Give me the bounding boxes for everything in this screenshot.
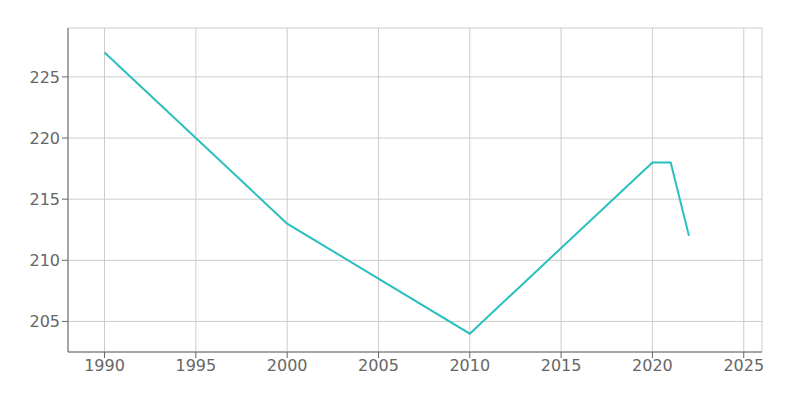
svg-text:220: 220 (29, 129, 60, 148)
svg-text:205: 205 (29, 312, 60, 331)
svg-text:1990: 1990 (84, 356, 125, 375)
svg-text:2025: 2025 (723, 356, 764, 375)
svg-text:2015: 2015 (541, 356, 582, 375)
svg-text:2005: 2005 (358, 356, 399, 375)
svg-text:215: 215 (29, 190, 60, 209)
svg-text:2010: 2010 (449, 356, 490, 375)
svg-text:210: 210 (29, 251, 60, 270)
svg-text:1995: 1995 (175, 356, 216, 375)
svg-text:2000: 2000 (267, 356, 308, 375)
svg-text:2020: 2020 (632, 356, 673, 375)
svg-text:225: 225 (29, 68, 60, 87)
